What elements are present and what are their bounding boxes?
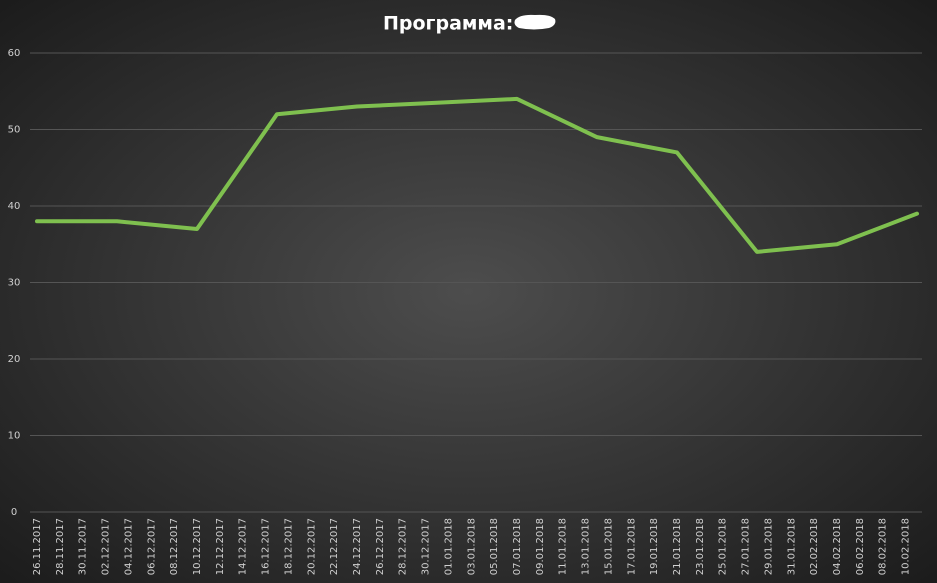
line [35, 96, 919, 254]
y-tick-label: 50 [8, 125, 21, 136]
x-tick-label: 01.01.2018 [443, 518, 454, 575]
x-tick-label: 10.02.2018 [901, 518, 912, 575]
x-tick-label: 31.01.2018 [786, 518, 797, 575]
x-tick-label: 08.12.2017 [169, 518, 180, 575]
x-tick-label: 05.01.2018 [489, 518, 500, 575]
x-tick-label: 27.01.2018 [741, 518, 752, 575]
x-tick-label: 26.12.2017 [375, 518, 386, 575]
x-tick-label: 25.01.2018 [718, 518, 729, 575]
y-tick-label: 30 [8, 278, 21, 289]
x-tick-label: 21.01.2018 [672, 518, 683, 575]
redaction [514, 14, 556, 30]
x-tick-label: 23.01.2018 [695, 518, 706, 575]
x-tick-label: 06.02.2018 [855, 518, 866, 575]
x-tick-label: 13.01.2018 [581, 518, 592, 575]
y-tick-label: 60 [8, 48, 21, 59]
x-tick-label: 03.01.2018 [466, 518, 477, 575]
x-tick-label: 28.11.2017 [55, 518, 66, 575]
x-tick-label: 09.01.2018 [535, 518, 546, 575]
y-tick-label: 20 [8, 354, 21, 365]
y-tick-label: 40 [8, 201, 21, 212]
x-tick-label: 29.01.2018 [763, 518, 774, 575]
x-tick-label: 15.01.2018 [603, 518, 614, 575]
x-tick-label: 10.12.2017 [192, 518, 203, 575]
y-tick-label: 0 [11, 507, 17, 518]
x-tick-label: 30.11.2017 [78, 518, 89, 575]
x-tick-label: 04.12.2017 [123, 518, 134, 575]
x-tick-label: 30.12.2017 [421, 518, 432, 575]
x-tick-label: 18.12.2017 [283, 518, 294, 575]
x-tick-label: 17.01.2018 [626, 518, 637, 575]
x-tick-label: 07.01.2018 [512, 518, 523, 575]
y-tick-label: 10 [8, 431, 21, 442]
x-tick-label: 19.01.2018 [649, 518, 660, 575]
x-tick-label: 02.12.2017 [101, 518, 112, 575]
x-tick-label: 11.01.2018 [558, 518, 569, 575]
chart-title: Программа: [383, 13, 513, 35]
x-tick-label: 12.12.2017 [215, 518, 226, 575]
x-tick-label: 04.02.2018 [832, 518, 843, 575]
x-tick-label: 22.12.2017 [329, 518, 340, 575]
x-tick-label: 28.12.2017 [398, 518, 409, 575]
x-tick-label: 26.11.2017 [32, 518, 43, 575]
x-tick-label: 06.12.2017 [146, 518, 157, 575]
x-tick-label: 08.02.2018 [878, 518, 889, 575]
x-tick-label: 16.12.2017 [261, 518, 272, 575]
x-tick-label: 14.12.2017 [238, 518, 249, 575]
x-tick-label: 24.12.2017 [352, 518, 363, 575]
x-tick-label: 20.12.2017 [306, 518, 317, 575]
x-tick-label: 02.02.2018 [809, 518, 820, 575]
